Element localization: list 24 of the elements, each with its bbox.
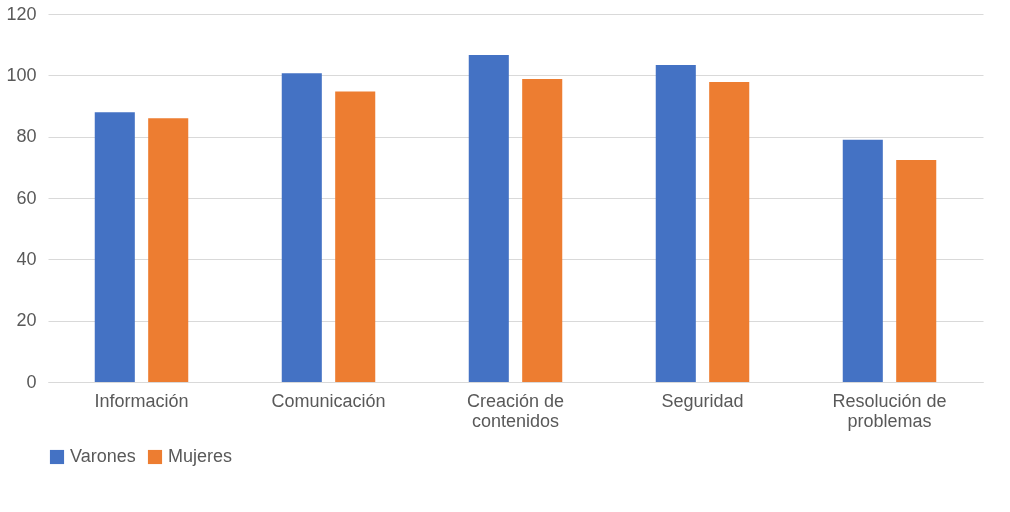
x-tick-label: Información [94, 390, 189, 411]
y-tick-label: 40 [16, 248, 37, 269]
bar [896, 159, 937, 382]
y-tick-label: 60 [16, 187, 37, 208]
bar [842, 139, 883, 382]
bar [468, 55, 509, 382]
bar [94, 112, 135, 382]
y-tick-label: 0 [26, 371, 37, 392]
bar [709, 82, 750, 382]
legend-label: Varones [70, 446, 136, 466]
x-tick-label: Seguridad [661, 390, 744, 411]
bar [522, 79, 563, 382]
x-tick-label: Resolución de problemas [832, 390, 947, 431]
bar [281, 73, 322, 382]
legend-label: Mujeres [168, 446, 233, 466]
bar [655, 64, 696, 382]
y-tick-label: 120 [6, 3, 37, 24]
bar [148, 118, 189, 382]
y-tick-label: 100 [6, 64, 37, 85]
x-tick-label: Creación de contenidos [466, 390, 565, 431]
y-tick-label: 80 [16, 126, 37, 147]
bar [335, 91, 376, 382]
x-tick-label: Comunicación [271, 390, 386, 411]
y-tick-label: 20 [16, 310, 37, 331]
